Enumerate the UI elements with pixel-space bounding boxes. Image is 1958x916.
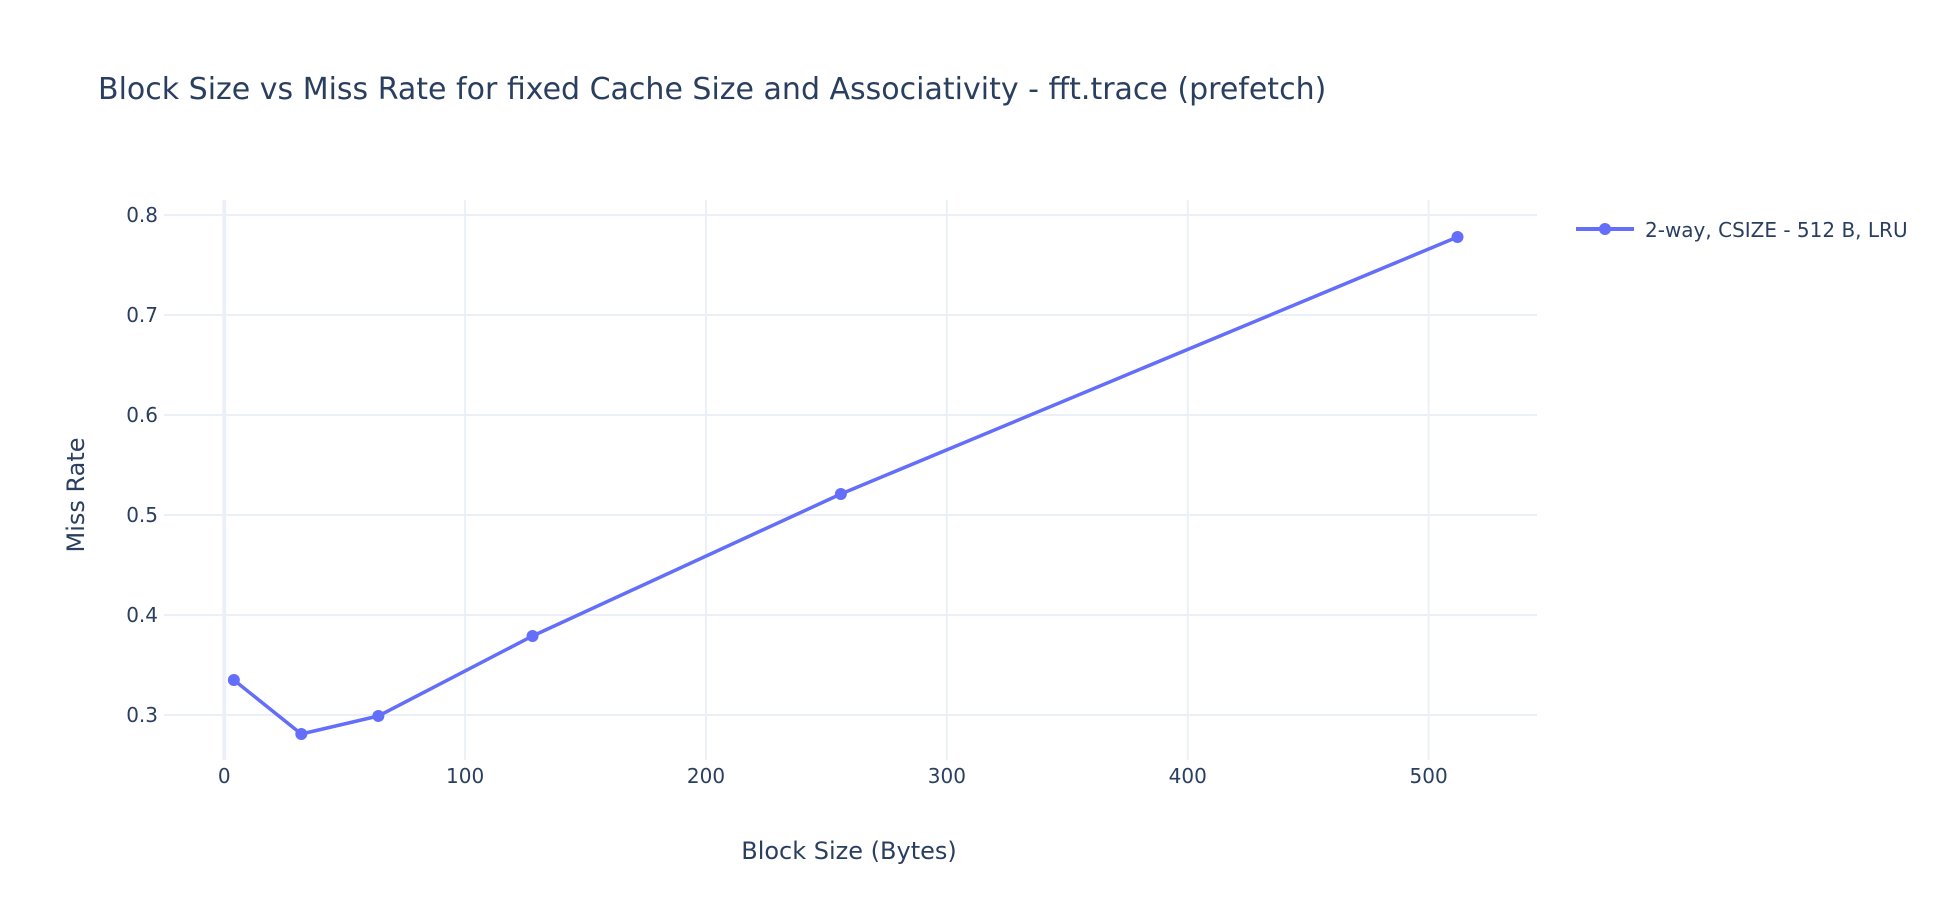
- y-axis-ticks: 0.3 0.4 0.5 0.6 0.7 0.8: [126, 203, 158, 727]
- x-tick-label: 100: [446, 764, 484, 788]
- y-tick-label: 0.4: [126, 603, 158, 627]
- chart-title: Block Size vs Miss Rate for fixed Cache …: [98, 72, 1326, 107]
- x-tick-label: 0: [218, 764, 231, 788]
- x-axis-ticks: 0 100 200 300 400 500: [218, 764, 1448, 788]
- legend-label: 2-way, CSIZE - 512 B, LRU: [1645, 218, 1908, 242]
- data-point: [227, 674, 240, 686]
- series-line: [232, 235, 1459, 736]
- x-tick-label: 500: [1410, 764, 1448, 788]
- legend[interactable]: 2-way, CSIZE - 512 B, LRU: [1576, 218, 1908, 242]
- data-point: [295, 728, 308, 740]
- y-axis-title: Miss Rate: [62, 437, 90, 552]
- y-tick-label: 0.7: [126, 303, 158, 327]
- grid-layer: [164, 200, 1537, 760]
- y-tick-label: 0.3: [126, 703, 158, 727]
- data-point: [1451, 231, 1464, 243]
- series-layer: [227, 231, 1464, 740]
- data-point: [526, 630, 539, 642]
- y-tick-label: 0.5: [126, 503, 158, 527]
- y-tick-label: 0.6: [126, 403, 158, 427]
- x-tick-label: 300: [928, 764, 966, 788]
- y-tick-label: 0.8: [126, 203, 158, 227]
- legend-marker-swatch: [1599, 223, 1611, 235]
- data-point: [372, 710, 385, 722]
- data-point: [834, 488, 847, 500]
- x-tick-label: 200: [687, 764, 725, 788]
- x-tick-label: 400: [1169, 764, 1207, 788]
- x-axis-title: Block Size (Bytes): [741, 837, 957, 865]
